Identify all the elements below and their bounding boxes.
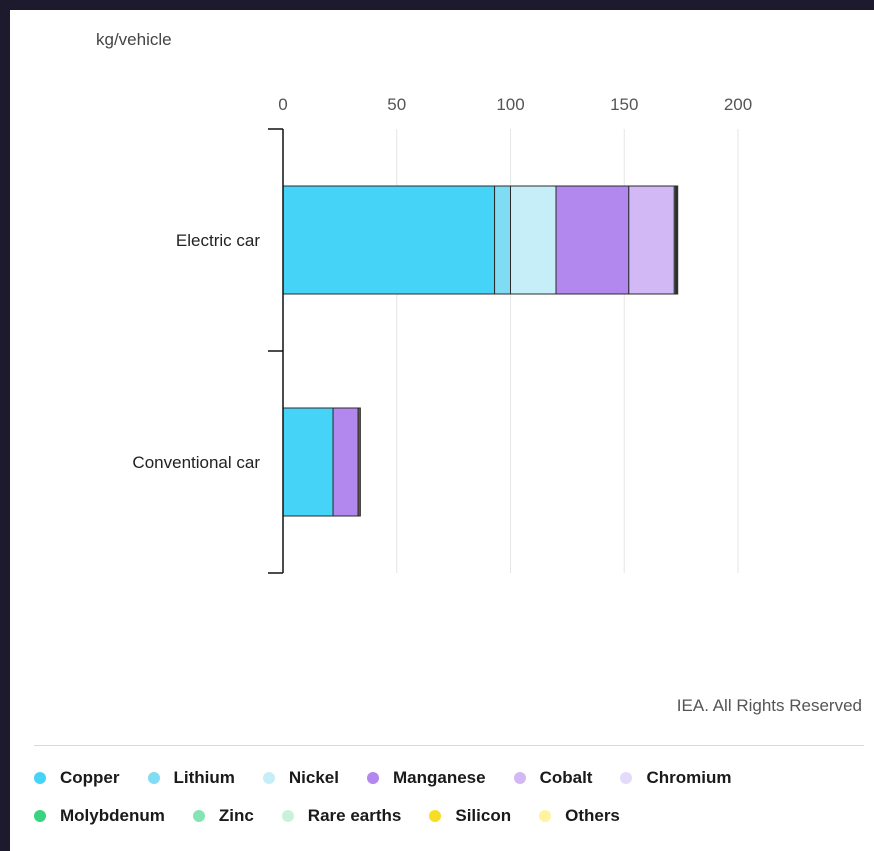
legend-item-silicon[interactable]: Silicon: [429, 806, 511, 826]
legend-label: Chromium: [646, 768, 732, 787]
legend-label: Nickel: [288, 768, 339, 787]
legend-swatch: [366, 772, 379, 784]
legend-label: Zinc: [218, 806, 254, 825]
chart-plot: 0 50 100 150 200 Electric car Conventional car: [132, 95, 752, 574]
legend-label: Lithium: [173, 768, 235, 787]
legend: Copper Lithium Nickel Manganese Cobalt Chromi…: [34, 768, 864, 826]
bar-segment-lithium: [494, 185, 512, 295]
legend-swatch: [281, 810, 294, 822]
legend-item-lithium[interactable]: Lithium: [147, 768, 235, 788]
legend-item-molybdenum[interactable]: Molybdenum: [34, 806, 165, 826]
x-tick-label: 100: [496, 95, 524, 114]
legend-swatch: [34, 772, 46, 784]
chart-card: kg/vehicle 0 50 100 150 200 Electric car Conve…: [10, 10, 874, 851]
legend-item-rare-earths[interactable]: Rare earths: [281, 806, 402, 826]
x-tick-label: 150: [610, 95, 638, 114]
legend-label: Others: [565, 806, 620, 825]
legend-label: Silicon: [455, 806, 512, 825]
bar-segment-others: [676, 185, 679, 295]
legend-label: Rare earths: [307, 806, 402, 825]
legend-label: Manganese: [392, 768, 486, 787]
legend-swatch: [34, 810, 46, 822]
bar-segment-copper: [282, 407, 334, 517]
legend-item-nickel[interactable]: Nickel: [262, 768, 339, 788]
x-tick-label: 50: [387, 95, 406, 114]
bar-segment-nickel: [510, 185, 557, 295]
legend-item-cobalt[interactable]: Cobalt: [513, 768, 593, 788]
category-label: Conventional car: [132, 453, 260, 472]
legend-item-others[interactable]: Others: [539, 806, 620, 826]
legend-label: Cobalt: [539, 768, 593, 787]
credit-text: IEA. All Rights Reserved: [676, 696, 862, 715]
legend-swatch: [539, 810, 552, 822]
legend-item-zinc[interactable]: Zinc: [192, 806, 254, 826]
bar-segment-cobalt: [628, 185, 675, 295]
legend-item-manganese[interactable]: Manganese: [366, 768, 486, 788]
legend-label: Molybdenum: [60, 806, 165, 825]
legend-item-chromium[interactable]: Chromium: [620, 768, 731, 788]
legend-swatch: [147, 772, 160, 784]
bar-segment-manganese: [332, 407, 359, 517]
legend-divider: [34, 745, 864, 746]
legend-swatch: [620, 772, 633, 784]
x-tick-label: 200: [724, 95, 752, 114]
legend-swatch: [262, 772, 275, 784]
legend-label: Copper: [60, 768, 120, 787]
category-label: Electric car: [176, 231, 260, 250]
legend-swatch: [429, 810, 442, 822]
legend-swatch: [192, 810, 205, 822]
bar-segment-others: [357, 407, 361, 517]
legend-swatch: [513, 772, 526, 784]
bar-segment-manganese: [555, 185, 630, 295]
unit-label: kg/vehicle: [96, 30, 172, 49]
bar-segment-copper: [282, 185, 496, 295]
legend-item-copper[interactable]: Copper: [34, 768, 120, 788]
x-tick-label: 0: [278, 95, 287, 114]
